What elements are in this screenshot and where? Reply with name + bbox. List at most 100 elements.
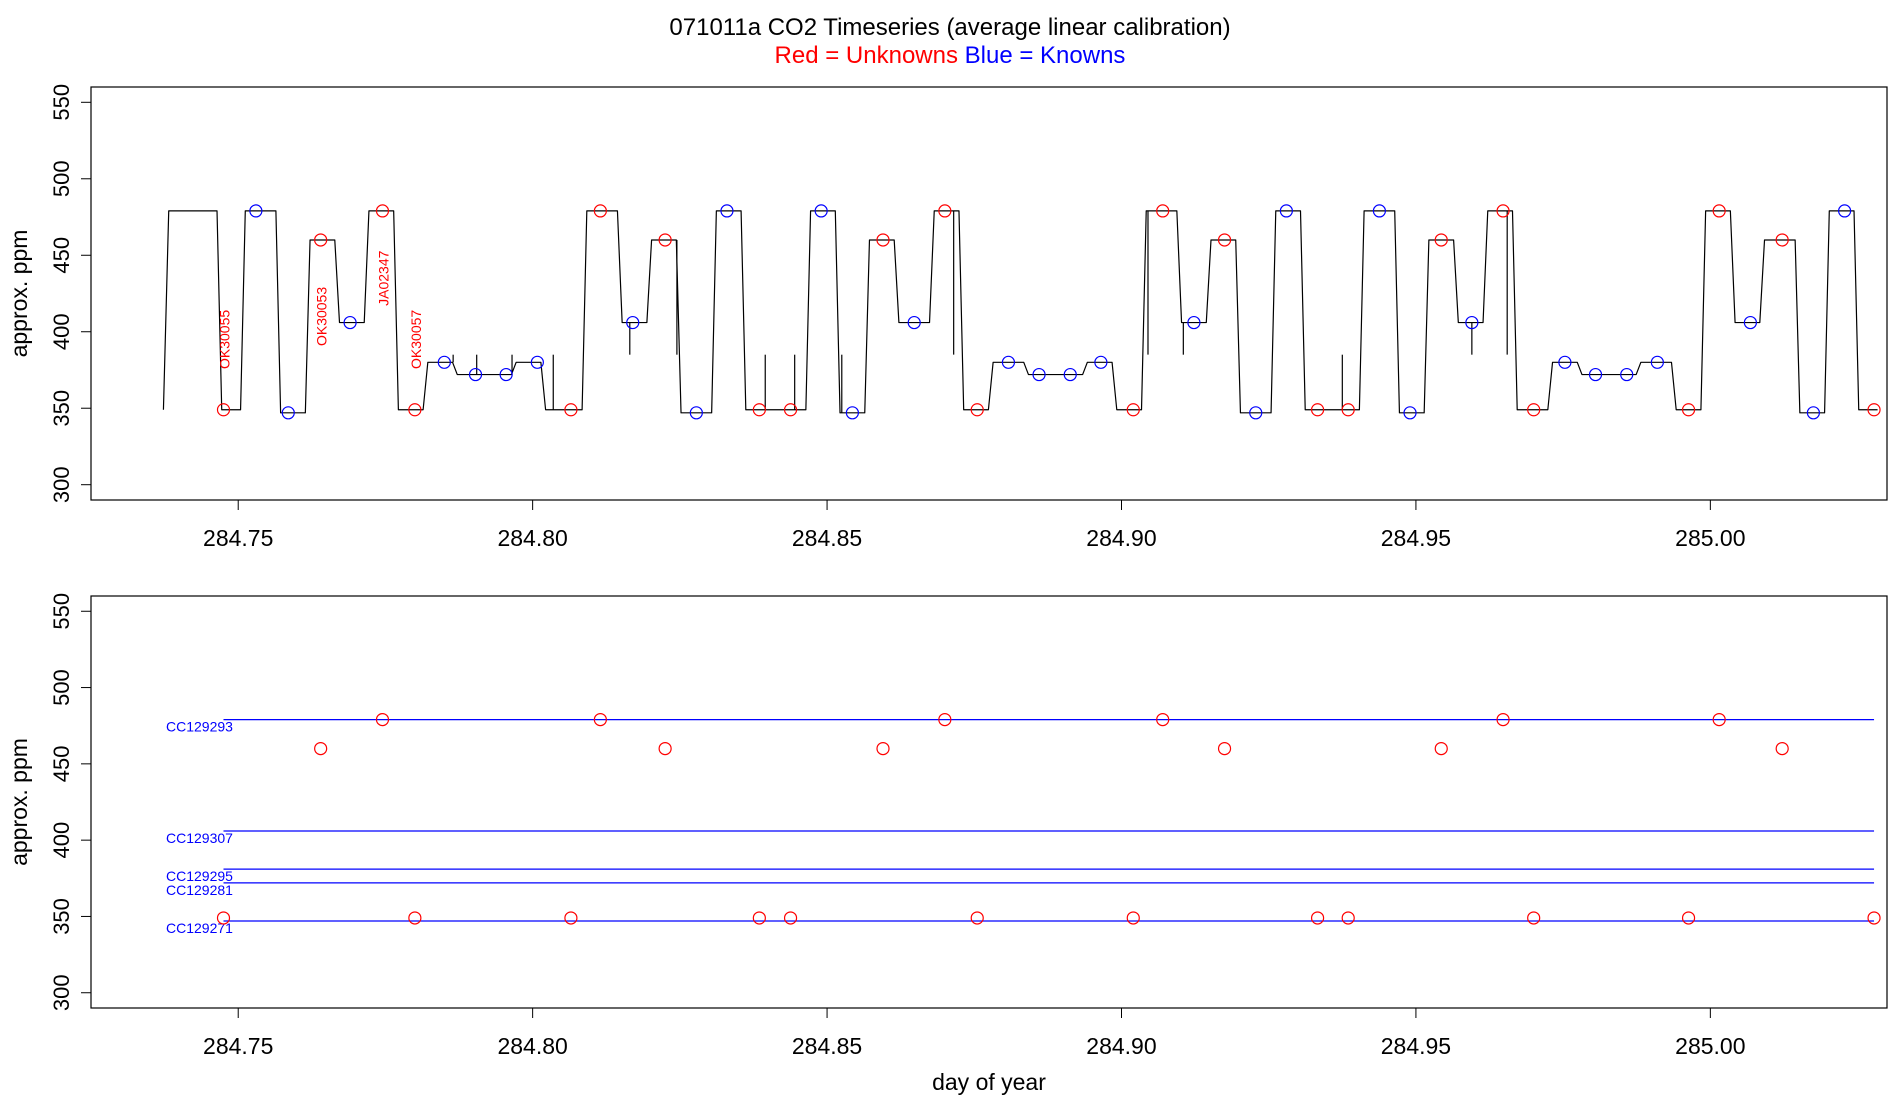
sample-annotation: OK30057: [408, 310, 424, 369]
x-tick-label: 285.00: [1675, 525, 1745, 551]
x-tick-label: 284.95: [1381, 525, 1451, 551]
sample-annotation: OK30055: [216, 310, 232, 369]
unknown-point: [216, 911, 231, 925]
unknown-point: [1156, 204, 1170, 218]
unknown-point: [752, 403, 766, 417]
known-point: [1838, 204, 1852, 218]
unknown-point: [1496, 204, 1510, 218]
known-point: [1372, 204, 1387, 218]
unknown-point: [564, 911, 578, 925]
top-plot-frame: [90, 86, 1888, 501]
x-tick-label: 284.95: [1381, 1033, 1451, 1059]
unknown-point: [938, 204, 952, 218]
bottom-plot-frame: [90, 595, 1888, 1009]
known-point: [343, 315, 357, 330]
co2-trace-line: [162, 210, 1878, 414]
unknown-point: [1217, 233, 1232, 247]
reference-line-label: CC129281: [166, 882, 233, 898]
known-point: [281, 406, 295, 420]
unknown-point: [970, 911, 984, 925]
known-point: [1588, 367, 1603, 382]
top-panel: 300 350 400 450 500 550 284.75 284.80 284.85 284.…: [6, 84, 1888, 551]
known-point: [1094, 355, 1108, 369]
unknown-point: [216, 403, 231, 417]
known-point: [845, 406, 859, 420]
chart-title: 071011a CO2 Timeseries (average linear c…: [669, 14, 1231, 41]
unknown-point: [1126, 403, 1140, 417]
known-point: [1465, 315, 1479, 330]
x-tick-label: 284.80: [497, 1033, 567, 1059]
x-tick-label: 284.75: [203, 525, 273, 551]
x-tick-label: 284.90: [1086, 1033, 1156, 1059]
known-point: [499, 367, 513, 382]
subtitle-knowns: Blue = Knowns: [964, 42, 1126, 69]
y-tick-label: 550: [49, 84, 74, 121]
y-tick-label: 400: [49, 822, 74, 859]
x-tick-label: 284.80: [497, 525, 567, 551]
unknown-point: [658, 741, 672, 756]
x-tick-label: 285.00: [1675, 1033, 1745, 1059]
unknown-point: [658, 233, 672, 247]
y-tick-label: 300: [49, 466, 74, 503]
x-tick-label: 284.85: [792, 1033, 862, 1059]
unknown-point: [1217, 741, 1232, 756]
unknown-point: [783, 911, 798, 925]
x-axis-label: day of year: [932, 1069, 1046, 1095]
known-point: [1743, 315, 1757, 330]
reference-line-label: CC129295: [166, 868, 233, 884]
known-point: [249, 204, 263, 218]
unknown-point: [1867, 403, 1881, 417]
known-point: [689, 406, 703, 420]
known-point: [626, 315, 640, 330]
known-point: [1403, 406, 1417, 420]
known-point: [1279, 204, 1293, 218]
unknown-point: [1867, 911, 1881, 925]
unknown-point: [1341, 911, 1355, 925]
known-point: [437, 355, 451, 369]
y-axis-label: approx. ppm: [6, 230, 32, 358]
unknown-point: [752, 911, 766, 925]
unknown-point: [1341, 403, 1355, 417]
known-point: [1249, 406, 1263, 420]
chart-title-block: 071011a CO2 Timeseries (average linear c…: [0, 14, 1900, 70]
unknown-point: [593, 712, 607, 727]
unknown-point: [375, 204, 390, 218]
y-tick-label: 500: [49, 669, 74, 706]
subtitle-unknowns: Red = Unknowns: [774, 42, 958, 69]
unknown-point: [783, 403, 798, 417]
y-tick-label: 300: [49, 974, 74, 1011]
unknown-point: [1434, 741, 1448, 756]
unknown-point: [1496, 712, 1510, 727]
y-tick-label: 350: [49, 390, 74, 427]
unknown-point: [564, 403, 578, 417]
known-point: [1032, 367, 1046, 382]
y-tick-label: 450: [49, 745, 74, 782]
reference-line-label: CC129293: [166, 719, 233, 735]
unknown-point: [970, 403, 984, 417]
known-point: [1620, 367, 1634, 382]
unknown-point: [408, 403, 422, 417]
known-point: [1806, 406, 1820, 420]
unknown-point: [938, 712, 952, 727]
unknown-point: [1527, 911, 1541, 925]
unknown-point: [314, 741, 328, 756]
chart-subtitle: Red = Unknowns Blue = Knowns: [0, 42, 1900, 70]
y-axis-label: approx. ppm: [6, 738, 32, 866]
unknown-point: [1310, 403, 1325, 417]
known-point: [468, 367, 483, 382]
known-point: [907, 315, 921, 330]
known-point: [1558, 355, 1572, 369]
known-point: [814, 204, 828, 218]
reference-line-label: CC129271: [166, 920, 233, 936]
unknown-point: [593, 204, 607, 218]
known-point: [1187, 315, 1201, 330]
unknown-point: [1434, 233, 1448, 247]
known-point: [1650, 355, 1664, 369]
unknown-point: [1126, 911, 1140, 925]
y-tick-label: 550: [49, 593, 74, 630]
unknown-point: [1775, 741, 1789, 756]
y-tick-label: 500: [49, 160, 74, 197]
unknown-point: [1527, 403, 1541, 417]
unknown-point: [1310, 911, 1325, 925]
